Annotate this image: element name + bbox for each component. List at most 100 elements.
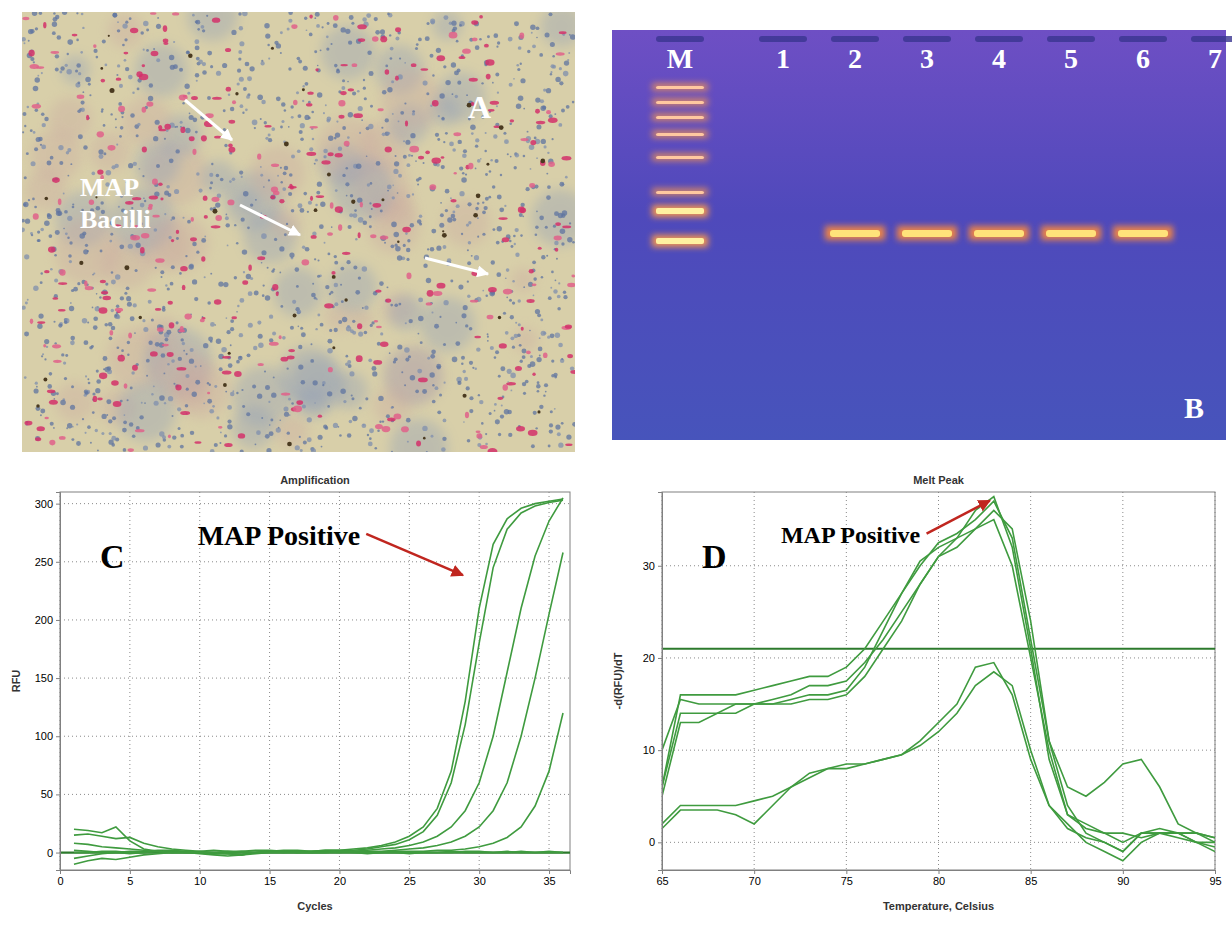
stain-speck: [63, 193, 65, 195]
stain-speck: [385, 65, 388, 68]
stain-speck: [303, 66, 308, 71]
stain-speck: [560, 229, 566, 235]
stain-speck: [363, 221, 367, 225]
stain-speck: [482, 210, 486, 214]
stain-speck: [124, 59, 127, 62]
stain-speck: [361, 119, 363, 121]
stain-speck: [456, 40, 459, 43]
stain-speck: [316, 24, 320, 28]
stain-speck: [226, 223, 230, 227]
texture-patch: [388, 295, 424, 331]
stain-speck: [269, 314, 273, 318]
stain-speck: [52, 31, 56, 35]
stain-speck: [206, 15, 208, 17]
stain-speck: [148, 341, 152, 345]
bacillus: [309, 15, 312, 19]
stain-speck: [403, 155, 407, 159]
bacillus: [232, 100, 236, 104]
stain-speck: [514, 243, 516, 245]
stain-speck: [22, 131, 24, 133]
bacillus: [190, 237, 197, 241]
stain-speck: [246, 412, 250, 416]
stain-speck: [385, 118, 389, 122]
stain-speck: [430, 247, 435, 252]
stain-speck: [570, 34, 575, 40]
stain-speck: [56, 392, 59, 395]
bacillus: [476, 433, 482, 438]
bacillus: [373, 203, 382, 208]
bacillus: [358, 38, 365, 42]
ladder-glow: [652, 235, 708, 247]
stain-speck: [298, 364, 303, 369]
stain-speck: [54, 254, 57, 257]
stain-speck: [341, 86, 345, 90]
stain-speck: [80, 108, 84, 112]
stain-speck: [40, 228, 44, 232]
bacillus: [528, 430, 538, 436]
bacillus: [142, 64, 145, 67]
stain-speck: [554, 376, 557, 379]
stain-speck: [210, 340, 213, 343]
bacillus: [360, 202, 363, 208]
stain-speck: [495, 419, 500, 424]
bacillus: [132, 365, 138, 371]
debris: [499, 125, 504, 130]
bacillus: [324, 303, 333, 308]
stain-speck: [400, 111, 404, 115]
stain-speck: [266, 448, 271, 452]
stain-speck: [192, 392, 197, 397]
stain-speck: [404, 347, 410, 353]
bacillus: [418, 156, 424, 160]
stain-speck: [557, 307, 561, 311]
bacillus: [385, 146, 392, 152]
stain-speck: [523, 155, 526, 158]
stain-speck: [379, 421, 381, 423]
stain-speck: [124, 414, 126, 416]
stain-speck: [403, 244, 406, 247]
bacillus: [101, 79, 105, 83]
stain-speck: [394, 303, 398, 307]
stain-speck: [551, 359, 554, 362]
stain-speck: [85, 432, 87, 434]
bacillus: [184, 314, 191, 320]
stain-speck: [261, 262, 263, 264]
stain-speck: [412, 193, 414, 195]
stain-speck: [475, 45, 480, 50]
stain-speck: [493, 33, 498, 38]
stain-speck: [475, 168, 477, 170]
bacillus: [201, 256, 205, 262]
stain-speck: [380, 29, 385, 34]
stain-speck: [195, 380, 200, 385]
stain-speck: [496, 241, 500, 245]
stain-speck: [156, 164, 160, 168]
bacillus: [476, 431, 481, 434]
stain-speck: [165, 338, 169, 342]
bacillus: [311, 235, 317, 239]
stain-speck: [22, 37, 26, 42]
stain-speck: [347, 136, 350, 139]
stain-speck: [260, 118, 262, 120]
stain-speck: [426, 278, 431, 283]
bacillus: [327, 232, 333, 236]
bacillus: [162, 344, 169, 347]
stain-speck: [280, 305, 283, 308]
stain-speck: [151, 318, 154, 321]
stain-speck: [517, 68, 520, 71]
texture-patch: [540, 12, 575, 47]
stain-speck: [398, 174, 402, 178]
stain-speck: [247, 226, 250, 229]
stain-speck: [129, 17, 132, 20]
bacillus: [309, 126, 318, 129]
stain-speck: [237, 69, 241, 73]
stain-speck: [196, 57, 200, 61]
stain-speck: [415, 47, 418, 50]
stain-speck: [102, 414, 107, 419]
stain-speck: [182, 217, 184, 219]
bacillus: [470, 300, 478, 303]
bacillus: [36, 426, 44, 431]
stain-speck: [461, 313, 466, 318]
debris: [271, 47, 274, 50]
stain-speck: [534, 136, 537, 139]
stain-speck: [146, 375, 148, 377]
bacillus: [562, 156, 572, 160]
